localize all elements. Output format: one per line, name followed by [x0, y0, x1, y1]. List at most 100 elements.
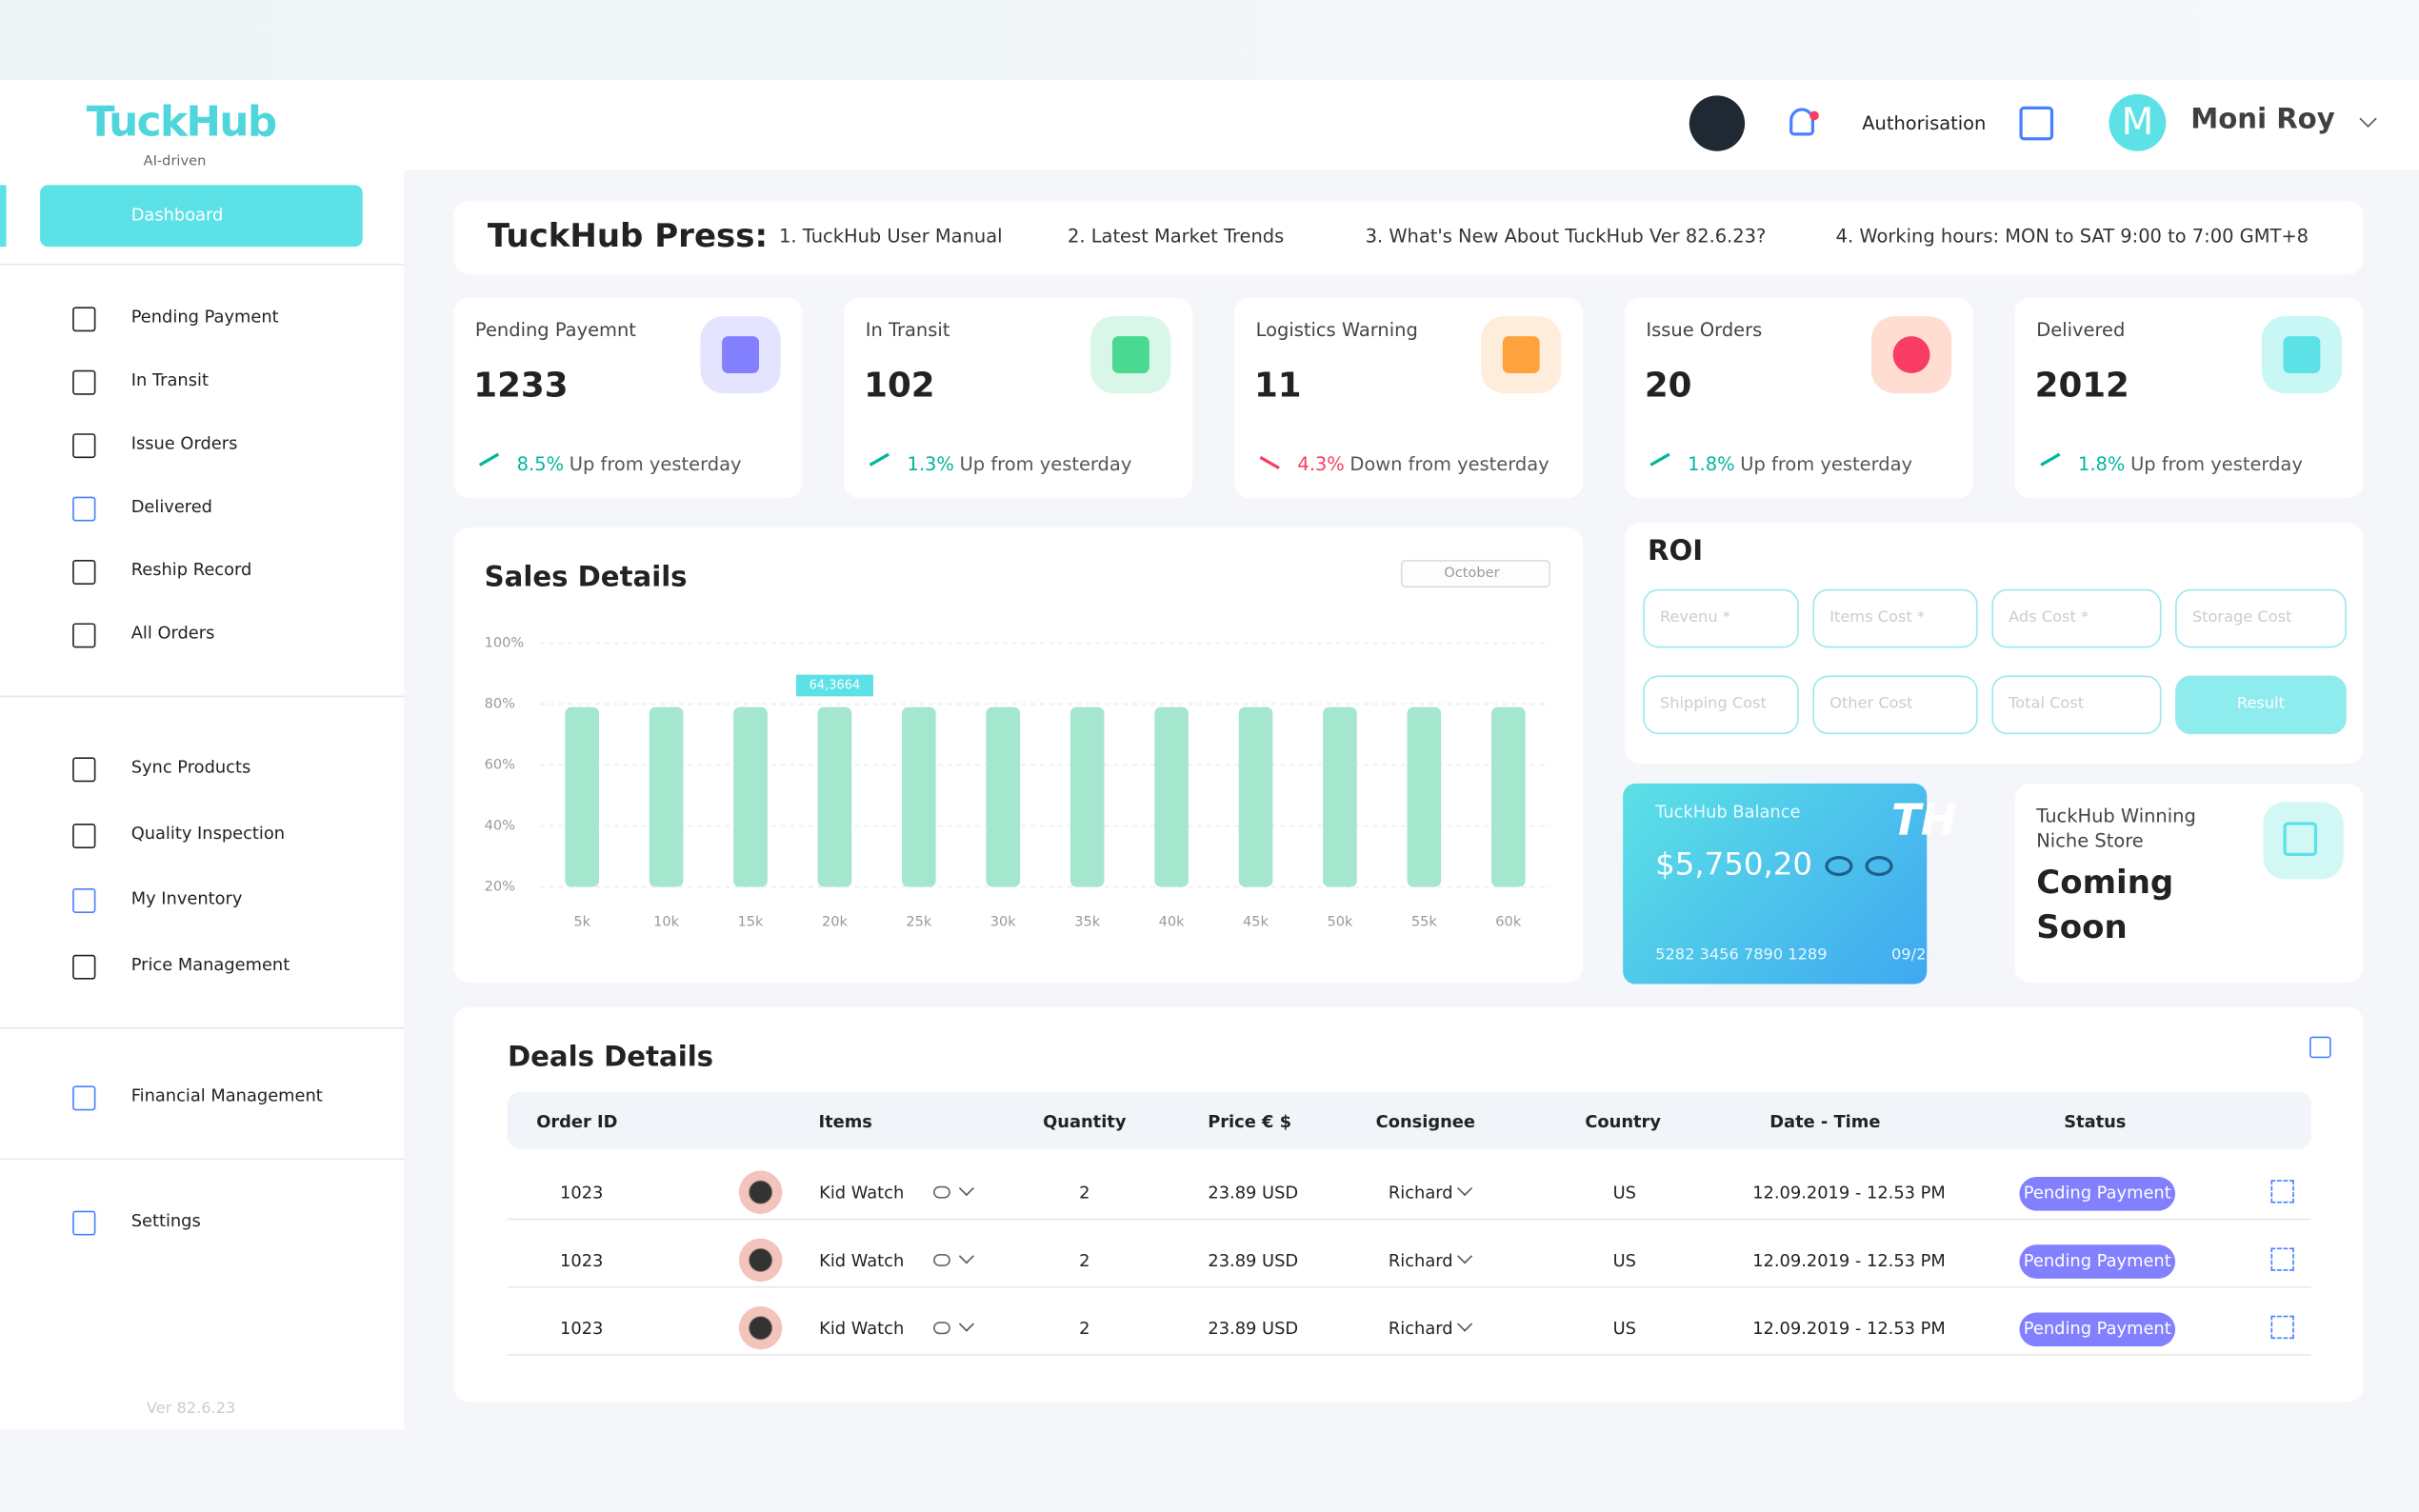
item-name[interactable]: Kid Watch	[819, 1183, 905, 1204]
order-id: 1023	[560, 1250, 604, 1271]
card-expiry: 09/25	[1890, 946, 1936, 965]
roi-field[interactable]: Total Cost	[1991, 675, 2162, 735]
x-tick-label: 55k	[1411, 914, 1438, 930]
roi-field[interactable]: Shipping Cost	[1643, 675, 1799, 735]
menu-item[interactable]: Issue Orders	[130, 433, 238, 454]
sidebar	[0, 169, 405, 1430]
roi-field[interactable]: Items Cost *	[1812, 588, 1978, 648]
roi-field[interactable]: Result	[2175, 675, 2347, 735]
menu-item[interactable]: In Transit	[130, 369, 209, 390]
consignee[interactable]: Richard	[1388, 1250, 1453, 1271]
roi-field[interactable]: Ads Cost *	[1991, 588, 2162, 648]
menu-icon[interactable]	[72, 953, 96, 979]
row-divider	[507, 1285, 2311, 1288]
order-id: 1023	[560, 1183, 604, 1204]
avatar[interactable]: M	[2109, 93, 2167, 151]
menu-item[interactable]: Delivered	[130, 496, 213, 517]
menu-icon[interactable]	[72, 433, 96, 459]
column-header: Country	[1585, 1111, 1661, 1133]
menu-icon[interactable]	[72, 369, 96, 395]
open-link[interactable]	[2309, 1036, 2331, 1059]
kpi-note: Up from yesterday	[1740, 453, 1912, 475]
expand-row[interactable]	[2270, 1180, 2294, 1204]
link-icon[interactable]	[933, 1322, 950, 1335]
x-tick-label: 60k	[1495, 914, 1522, 930]
price: 23.89 USD	[1208, 1319, 1299, 1340]
menu-item[interactable]: Sync Products	[130, 757, 251, 778]
roi-field[interactable]: Revenu *	[1643, 588, 1799, 648]
menu-icon[interactable]	[72, 623, 96, 648]
dashboard-label[interactable]: Dashboard	[130, 205, 224, 226]
menu-icon[interactable]	[72, 757, 96, 783]
press-item[interactable]: 4. Working hours: MON to SAT 9:00 to 7:0…	[1835, 225, 2309, 248]
niche-status: Coming Soon	[2036, 864, 2174, 945]
bar	[1407, 706, 1442, 887]
menu-item[interactable]: Quality Inspection	[130, 823, 286, 844]
menu-item[interactable]: Pending Payment	[130, 307, 279, 328]
consignee[interactable]: Richard	[1388, 1319, 1453, 1340]
show-icon[interactable]	[1865, 856, 1893, 877]
gift-shape	[2283, 822, 2318, 857]
y-tick-label: 60%	[485, 756, 516, 772]
kpi-note: Up from yesterday	[569, 453, 742, 475]
month-value[interactable]: October	[1444, 566, 1500, 582]
authorisation[interactable]: Authorisation	[1862, 112, 1987, 134]
press-item[interactable]: 3. What's New About TuckHub Ver 82.6.23?	[1365, 225, 1767, 248]
deals-title: Deals Details	[507, 1041, 714, 1074]
divider	[0, 1158, 405, 1161]
user-name[interactable]: Moni Roy	[2190, 103, 2335, 136]
menu-icon[interactable]	[72, 496, 96, 522]
menu-item[interactable]: Price Management	[130, 953, 290, 974]
link-icon[interactable]	[933, 1253, 950, 1266]
menu-icon[interactable]	[72, 823, 96, 848]
expand-row[interactable]	[2270, 1247, 2294, 1271]
y-tick-label: 80%	[485, 695, 516, 711]
menu-icon[interactable]	[72, 307, 96, 332]
item-name[interactable]: Kid Watch	[819, 1250, 905, 1271]
bar	[733, 706, 768, 887]
roi-field[interactable]: Storage Cost	[2175, 588, 2347, 648]
store-icon[interactable]	[2019, 106, 2054, 141]
expand-row[interactable]	[2270, 1315, 2294, 1340]
menu-icon[interactable]	[72, 888, 96, 913]
menu-icon[interactable]	[72, 1085, 96, 1111]
item-name[interactable]: Kid Watch	[819, 1319, 905, 1340]
kpi-value: 11	[1253, 367, 1302, 407]
dashboard-button[interactable]	[40, 185, 363, 248]
y-tick-label: 20%	[485, 878, 516, 894]
kpi-change: 1.3%	[907, 453, 954, 475]
version: Ver 82.6.23	[146, 1400, 236, 1418]
header	[0, 80, 2419, 170]
bar	[1154, 706, 1189, 887]
menu-icon[interactable]	[72, 1210, 96, 1236]
country: US	[1612, 1319, 1636, 1340]
date-time: 12.09.2019 - 12.53 PM	[1752, 1319, 1946, 1340]
menu-item[interactable]: My Inventory	[130, 888, 243, 909]
bar	[1323, 706, 1357, 887]
hide-icon[interactable]	[1825, 856, 1853, 877]
theme-toggle[interactable]	[1689, 95, 1746, 151]
menu-item[interactable]: Reship Record	[130, 560, 252, 581]
status: Pending Payment	[2019, 1244, 2176, 1279]
press-item[interactable]: 1. TuckHub User Manual	[779, 225, 1003, 248]
y-tick-label: 40%	[485, 817, 516, 833]
press-item[interactable]: 2. Latest Market Trends	[1067, 225, 1285, 248]
consignee[interactable]: Richard	[1388, 1183, 1453, 1204]
link-icon[interactable]	[933, 1185, 950, 1199]
menu-item[interactable]: Financial Management	[130, 1085, 323, 1106]
kpi-change: 1.8%	[1688, 453, 1735, 475]
x-tick-label: 15k	[738, 914, 765, 930]
roi-field[interactable]: Other Cost	[1812, 675, 1978, 735]
card-number: 5282 3456 7890 1289	[1655, 946, 1828, 965]
column-header: Order ID	[536, 1111, 618, 1133]
divider	[0, 695, 405, 698]
price: 23.89 USD	[1208, 1250, 1299, 1271]
menu-item[interactable]: All Orders	[130, 623, 215, 644]
bell-icon[interactable]	[1789, 108, 1815, 136]
kpi-label: In Transit	[865, 319, 950, 341]
menu-item[interactable]: Settings	[130, 1210, 201, 1231]
kpi-label: Delivered	[2036, 319, 2126, 341]
menu-icon[interactable]	[72, 560, 96, 585]
month-select[interactable]	[1400, 560, 1550, 588]
